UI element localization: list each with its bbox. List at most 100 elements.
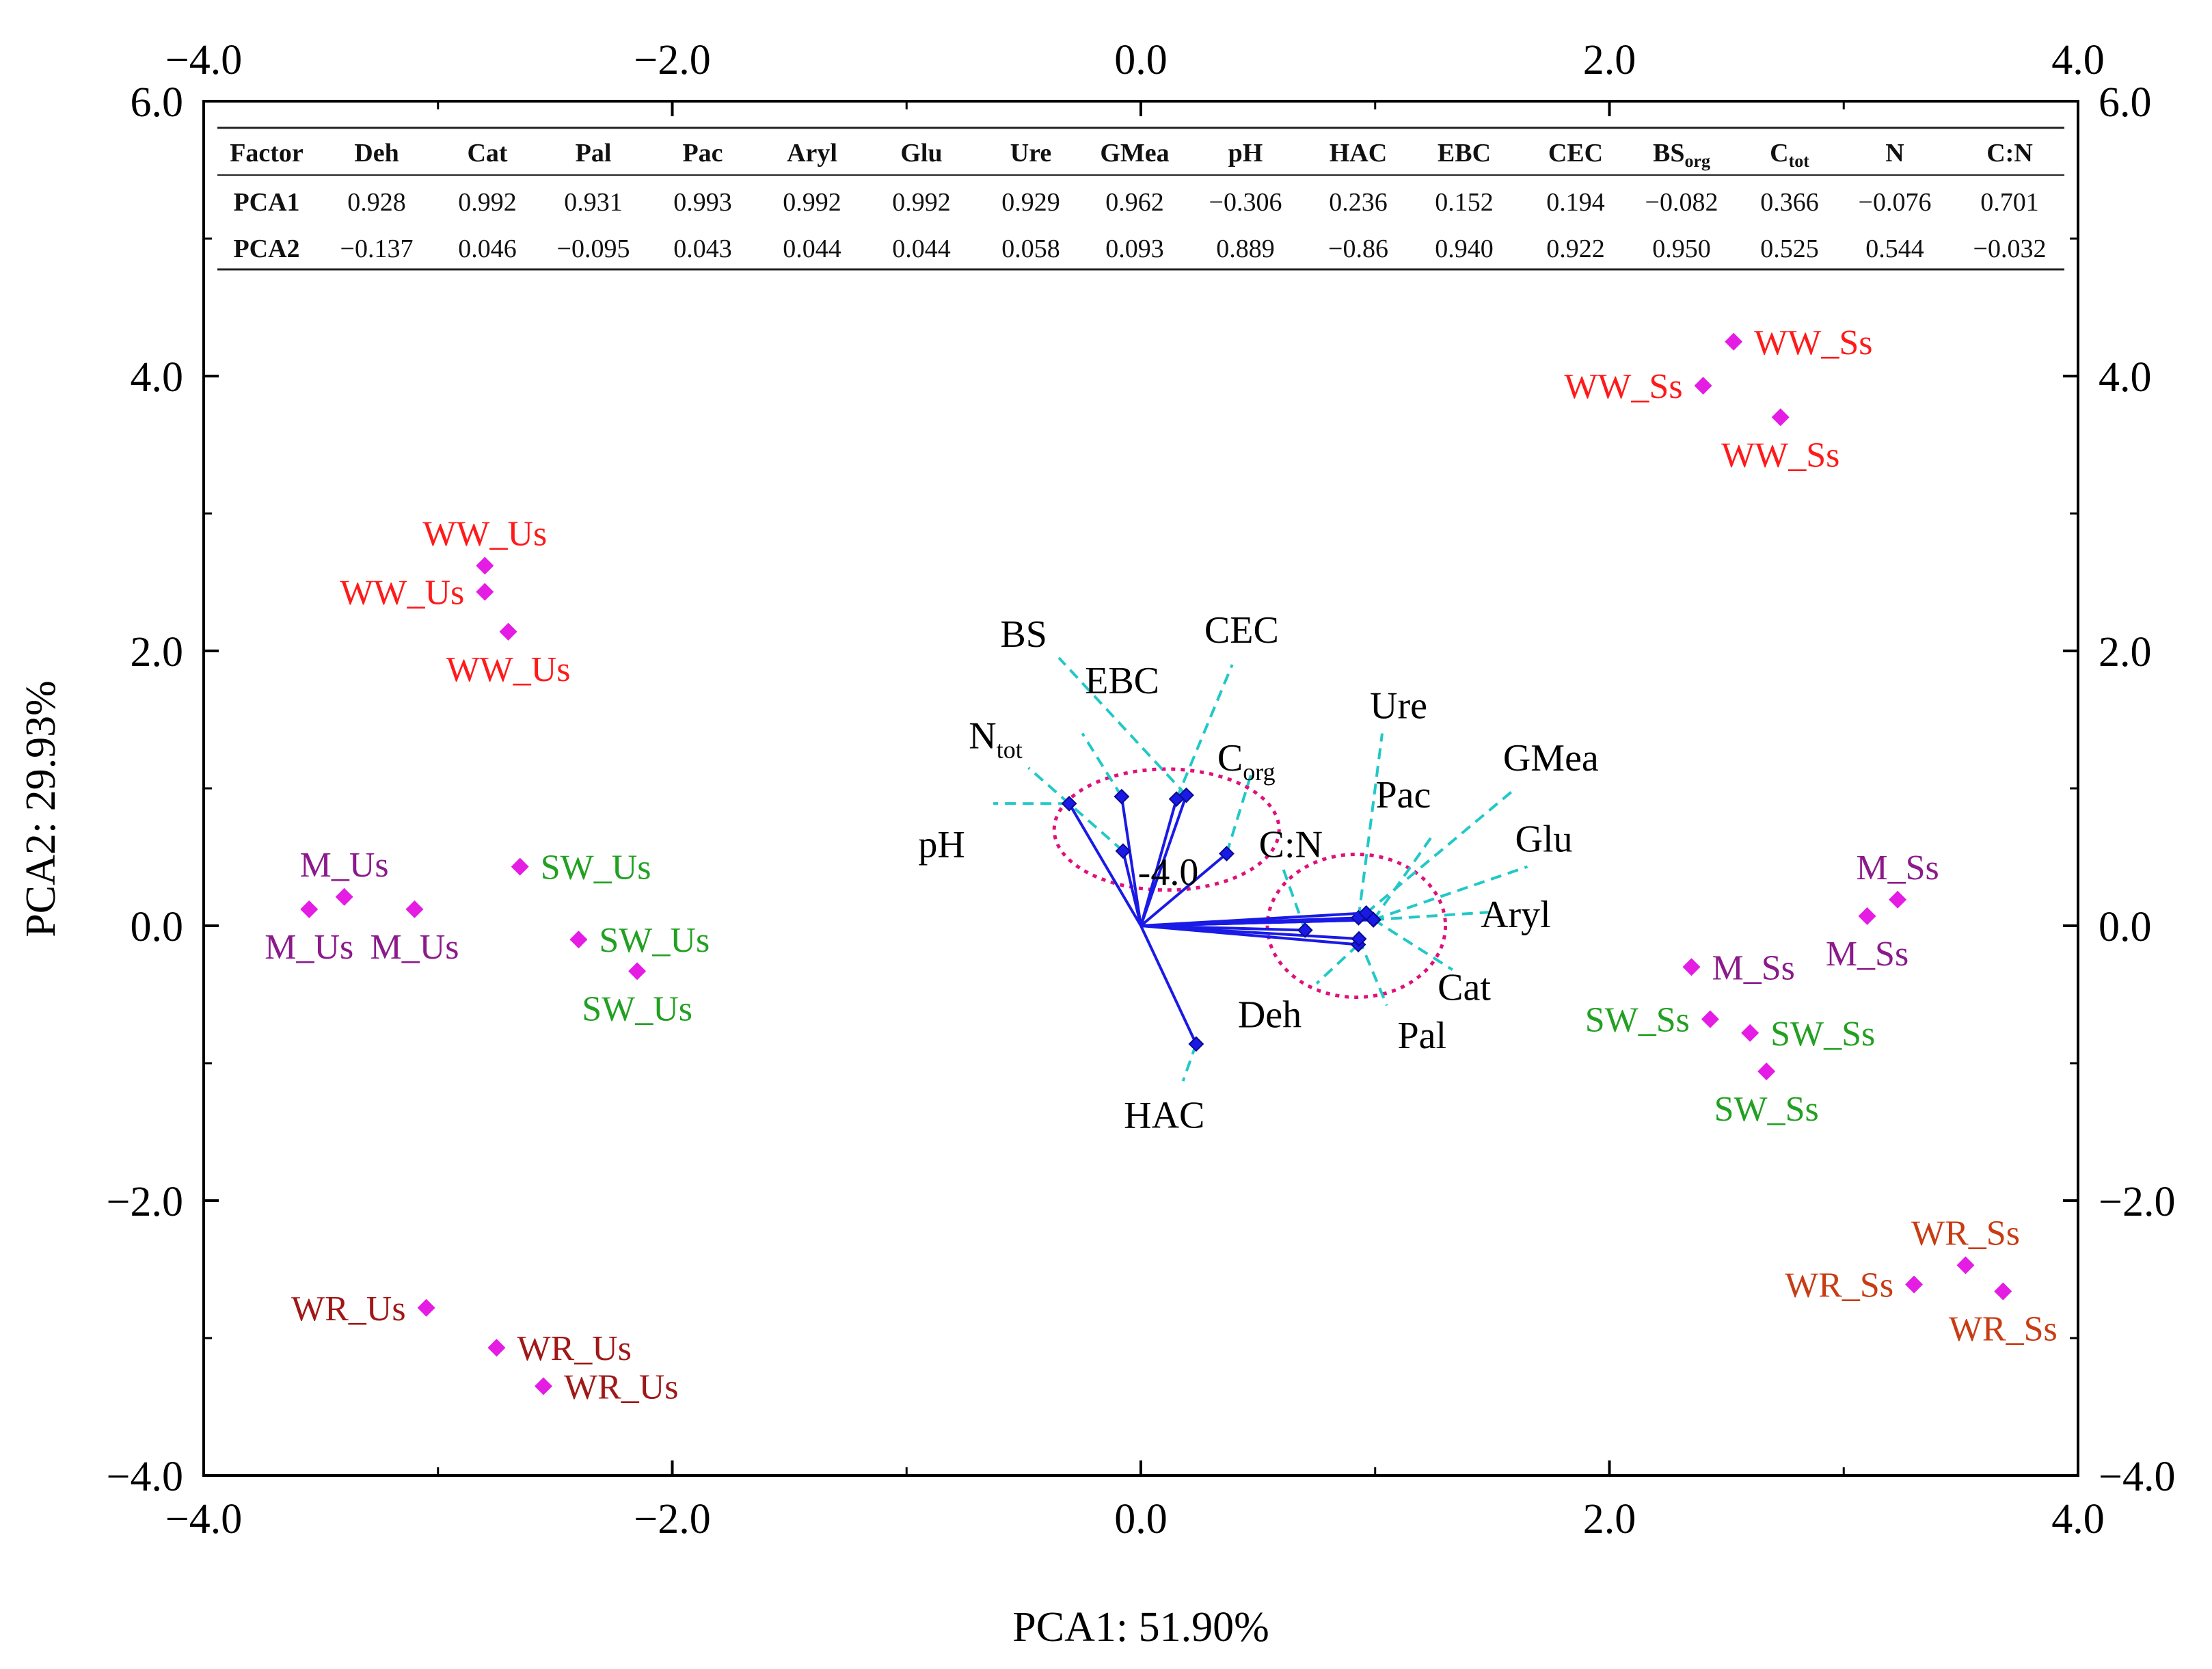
y-tick-label-left: 6.0 [131, 79, 184, 126]
loading-label-Deh: Deh [1238, 994, 1301, 1037]
loading-marker-HAC [1189, 1037, 1203, 1051]
table-cell: 0.058 [1001, 235, 1060, 263]
table-cell: 0.544 [1865, 235, 1924, 263]
point-label-WW_Us: WW_Us [422, 514, 547, 553]
table-cell: 0.929 [1001, 188, 1060, 217]
table-cell: 0.236 [1329, 188, 1388, 217]
table-cell: 0.992 [458, 188, 517, 217]
point-WR_Us [418, 1299, 435, 1317]
point-label-SW_Us: SW_Us [599, 921, 710, 960]
point-M_Us [405, 900, 423, 918]
point-label-SW_Ss: SW_Ss [1714, 1090, 1819, 1129]
loading-label-BS: BS [1000, 613, 1047, 656]
table-cell: 0.194 [1546, 188, 1605, 217]
point-label-M_Ss: M_Ss [1712, 948, 1794, 987]
loading-label-Corg: Corg [1217, 737, 1276, 786]
point-label-WR_Ss: WR_Ss [1911, 1214, 2020, 1253]
loading-label-subscript: org [1243, 758, 1275, 786]
dashed-leader-Pal [1359, 939, 1387, 1005]
center-annotation: -4.0 [1138, 851, 1199, 894]
loading-label-GMea: GMea [1503, 737, 1599, 779]
y-tick-label-right: 4.0 [2099, 354, 2152, 401]
loading-label-Pal: Pal [1398, 1015, 1447, 1057]
axes-layer: −4.0−4.0−2.0−2.00.00.02.02.04.04.0−4.0−2… [18, 37, 2175, 1651]
point-label-WW_Ss: WW_Ss [1564, 367, 1682, 406]
point-SW_Ss [1757, 1063, 1775, 1080]
dashed-leader-Deh [1317, 945, 1358, 984]
x-tick-label-bottom: 4.0 [2051, 1496, 2105, 1543]
point-label-SW_Ss: SW_Ss [1770, 1015, 1875, 1054]
point-M_Ss [1889, 891, 1906, 909]
table-cell: 0.931 [564, 188, 623, 217]
point-SW_Ss [1701, 1011, 1719, 1028]
table-cell: 0.940 [1435, 235, 1494, 263]
point-label-WR_Ss: WR_Ss [1785, 1266, 1893, 1305]
point-WW_Us [476, 583, 494, 601]
table-header-cell: Glu [900, 139, 942, 168]
table-cell: 0.046 [458, 235, 517, 263]
point-WW_Us [476, 557, 494, 574]
table-header-cell: Deh [354, 139, 399, 168]
point-WW_Ss [1695, 377, 1712, 395]
loading-label-Ntot: Ntot [969, 715, 1022, 764]
table-cell: 0.992 [783, 188, 841, 217]
point-label-WR_Us: WR_Us [517, 1329, 632, 1368]
loading-label-Ure: Ure [1370, 684, 1427, 727]
x-tick-label-bottom: −2.0 [634, 1496, 710, 1543]
table-cell: 0.044 [783, 235, 841, 263]
x-tick-label-bottom: −4.0 [165, 1496, 242, 1543]
table-cell: −0.095 [557, 235, 630, 263]
point-WR_Us [535, 1377, 552, 1395]
point-WR_Ss [1994, 1283, 2012, 1300]
point-label-M_Ss: M_Ss [1826, 935, 1908, 974]
loading-label-Aryl: Aryl [1481, 894, 1551, 936]
point-label-WR_Us: WR_Us [291, 1290, 406, 1328]
y-tick-label-right: 2.0 [2099, 629, 2152, 676]
table-header-cell: Pal [576, 139, 612, 168]
loading-label-subscript: tot [997, 736, 1023, 764]
point-WR_Ss [1956, 1256, 1974, 1274]
loading-label-CEC: CEC [1204, 609, 1279, 652]
table-header-cell: HAC [1330, 139, 1387, 168]
table-header-cell: Factor [230, 139, 304, 168]
table-header-cell: Ure [1010, 139, 1052, 168]
table-cell: 0.962 [1105, 188, 1164, 217]
table-cell: 0.044 [892, 235, 951, 263]
table-cell: 0.928 [347, 188, 406, 217]
ellipse-right-cluster [1267, 854, 1445, 997]
point-WR_Ss [1905, 1276, 1923, 1294]
point-SW_Us [511, 858, 529, 876]
table-cell: 0.093 [1105, 235, 1164, 263]
table-cell: 0.366 [1760, 188, 1819, 217]
table-cell: 0.152 [1435, 188, 1494, 217]
table-header-cell: Ctot [1770, 139, 1809, 171]
loading-label-Glu: Glu [1515, 818, 1573, 860]
point-M_Us [300, 900, 318, 918]
point-SW_Ss [1741, 1024, 1759, 1042]
dashed-leader-Ure [1358, 734, 1382, 918]
x-tick-label-top: 0.0 [1114, 37, 1168, 83]
table-header-subscript: tot [1789, 151, 1810, 171]
table-cell: 0.889 [1216, 235, 1275, 263]
y-tick-label-left: 2.0 [131, 629, 184, 676]
point-label-WR_Ss: WR_Ss [1949, 1310, 2058, 1349]
point-label-WW_Ss: WW_Ss [1721, 436, 1839, 475]
point-SW_Us [628, 962, 646, 980]
table-cell: 0.525 [1760, 235, 1819, 263]
point-label-SW_Ss: SW_Ss [1585, 1001, 1690, 1040]
table-header-cell: BSorg [1653, 139, 1710, 171]
table-row-label: PCA1 [233, 188, 299, 217]
point-label-M_Us: M_Us [370, 928, 459, 967]
point-label-M_Us: M_Us [300, 846, 389, 885]
x-tick-label-bottom: 0.0 [1114, 1496, 1168, 1543]
x-tick-label-bottom: 2.0 [1583, 1496, 1636, 1543]
point-label-WR_Us: WR_Us [564, 1367, 679, 1406]
table-header-subscript: org [1684, 151, 1710, 171]
table-header-cell: Pac [682, 139, 723, 168]
point-label-WW_Us: WW_Us [340, 574, 464, 613]
loading-marker-EBC [1115, 790, 1129, 803]
point-WW_Ss [1725, 333, 1742, 351]
